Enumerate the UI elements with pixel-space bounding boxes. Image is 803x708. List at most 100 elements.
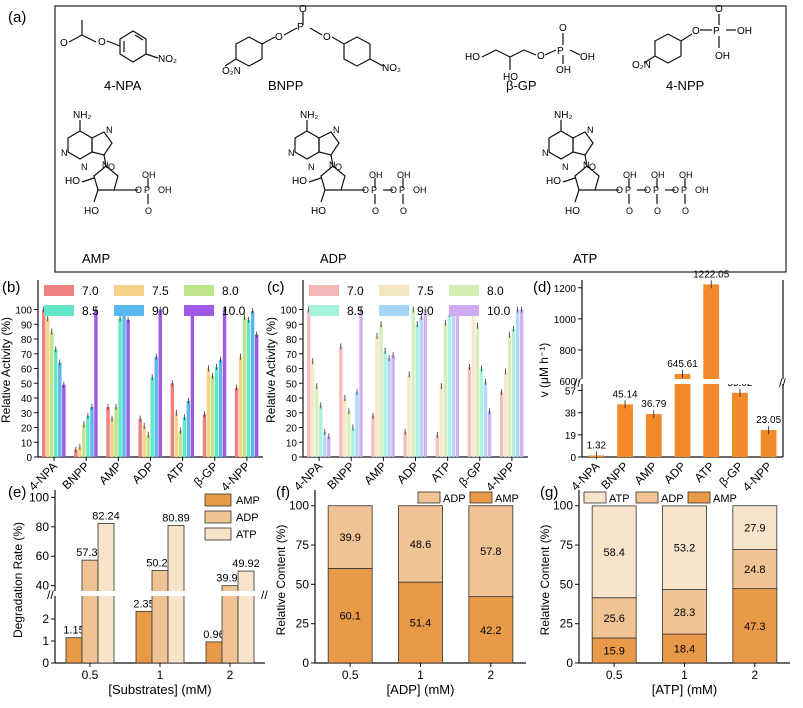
legend-swatch	[417, 491, 441, 504]
y-tick-label: 0	[291, 453, 297, 464]
molecule-name: 4-NPP	[666, 78, 704, 93]
y-tick-label: 10	[286, 438, 298, 449]
atom-label: O	[589, 162, 596, 172]
oh-bond-2	[81, 177, 95, 183]
x-tick-label: ADP	[129, 459, 156, 486]
bar	[503, 371, 508, 457]
legend-swatch	[379, 305, 409, 316]
atom-label: OH	[413, 185, 427, 195]
y-axis-label: Relative Activity (%)	[264, 317, 278, 423]
x-tick-label: AMP	[632, 459, 660, 487]
y-tick-label: 100	[29, 490, 49, 504]
x-tick-label: 4-NPA	[568, 459, 602, 493]
chart-panel-g: (g) Relative Content (%) [ATP] (mM) 0 25 50 75…	[538, 484, 790, 697]
bar	[515, 309, 520, 457]
panel-letter: (c)	[267, 279, 285, 296]
data-label: 42.2	[480, 625, 501, 637]
bar	[379, 324, 383, 457]
bar	[511, 328, 516, 457]
atom-label: N	[61, 148, 68, 158]
x-tick-label: ADP	[394, 459, 421, 486]
stacked-segment	[732, 505, 778, 551]
atom-label: O	[626, 206, 633, 216]
y-tick-label: 80	[286, 335, 298, 346]
bar	[315, 386, 319, 457]
y-tick-label: 19	[565, 431, 577, 442]
glycosidic-bond	[330, 154, 334, 167]
bar	[237, 570, 255, 664]
bar	[387, 358, 391, 457]
legend-label: AMP	[236, 495, 260, 507]
atom-label: OH	[737, 26, 752, 37]
bar	[499, 392, 504, 457]
y-axis-label: Relative Activity (%)	[0, 317, 13, 423]
y-tick-label: 90	[21, 320, 33, 331]
bar	[90, 406, 94, 457]
legend-label: ATP	[609, 493, 630, 505]
data-label: 80.89	[162, 512, 190, 524]
atom-label: OH	[715, 51, 730, 62]
legend-swatch	[114, 305, 144, 316]
y-tick-label: 0	[570, 453, 576, 464]
bar	[347, 411, 351, 457]
bar	[178, 430, 183, 457]
bar	[403, 431, 407, 457]
y-tick-label: 38	[565, 409, 577, 420]
ribose-ring	[320, 165, 346, 191]
bar	[106, 406, 110, 457]
atom-label: O	[644, 185, 651, 195]
data-label: 39.99	[216, 573, 244, 585]
molecule-name: ATP	[573, 251, 597, 266]
y-tick-label: 25	[296, 617, 310, 631]
atom-label: P	[371, 185, 377, 195]
bar	[351, 427, 355, 457]
y-tick-label: 100	[289, 499, 309, 513]
bar	[703, 284, 720, 457]
bar	[451, 309, 456, 457]
panel-a-frame	[54, 5, 787, 273]
ribose-ring	[574, 165, 600, 191]
stacked-segment	[327, 505, 373, 569]
chart-panel-e: (e) Degradation Rate (%) [Substrates] (mM)…	[8, 484, 268, 697]
atom-label: O	[682, 206, 689, 216]
bar	[146, 434, 150, 457]
data-label: 23.05	[756, 415, 781, 426]
panel-a-structures: (a)	[8, 4, 787, 273]
purine-6-ring	[67, 130, 93, 160]
atom-label: O	[108, 162, 115, 172]
atom-label: OH	[695, 185, 709, 195]
bar	[142, 426, 146, 457]
bar	[471, 309, 476, 457]
atom-label: O	[145, 206, 152, 216]
structure-atp	[548, 120, 686, 204]
y-tick-label: 25	[560, 617, 574, 631]
y-tick-label: 0	[42, 656, 49, 670]
legend-swatch	[184, 305, 214, 316]
atom-label: HO	[84, 206, 99, 217]
bar	[760, 430, 777, 457]
panel-letter-a: (a)	[8, 9, 26, 26]
legend-swatch	[44, 305, 74, 316]
axis-break-mark: //	[261, 588, 268, 602]
legend-label: ATP	[236, 529, 257, 541]
data-label: 82.24	[92, 510, 120, 522]
y-tick-label: 75	[560, 538, 574, 552]
atom-label: OH	[556, 65, 571, 76]
x-tick-label: 0.5	[342, 668, 359, 682]
y-axis-label: Relative Content (%)	[274, 525, 288, 636]
stacked-segment	[398, 581, 443, 664]
bar	[174, 412, 179, 457]
bar	[311, 361, 315, 457]
atom-label: O	[60, 38, 68, 49]
axis-break-mark: //	[574, 376, 581, 390]
y-tick-label: 50	[21, 379, 33, 390]
x-axis-label: [ADP] (mM)	[387, 682, 455, 697]
stacked-segment	[468, 596, 514, 664]
axis-break-mark: //	[47, 588, 54, 602]
legend-swatch	[449, 285, 479, 296]
y-tick-label: 20	[286, 424, 298, 435]
y-tick-label: 800	[559, 346, 576, 357]
data-label: 39.9	[339, 532, 360, 544]
data-label: 45.14	[613, 389, 638, 400]
